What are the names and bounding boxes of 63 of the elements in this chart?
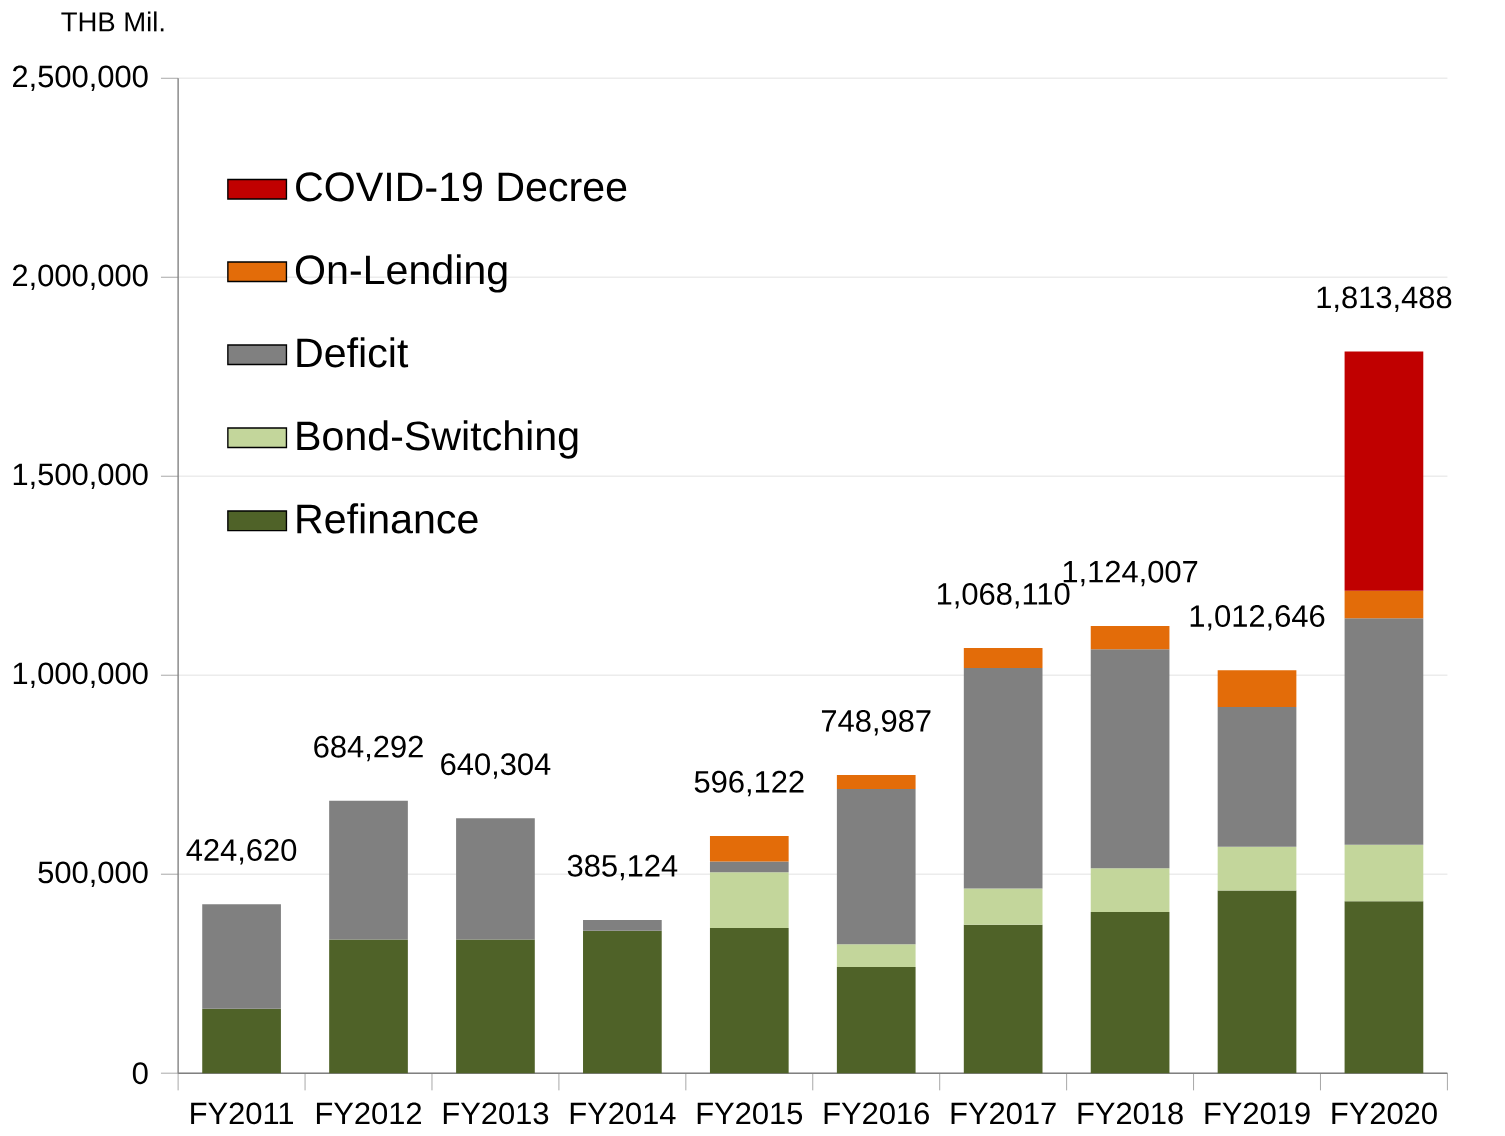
x-tick-label: FY2013 bbox=[443, 1102, 549, 1125]
total-label: 684,292 bbox=[314, 735, 423, 762]
bar bbox=[1344, 901, 1424, 1074]
bar bbox=[456, 818, 535, 940]
x-tick-label: FY2018 bbox=[1078, 1102, 1183, 1125]
y-axis-title: THB Mil. bbox=[61, 11, 164, 32]
bar bbox=[1090, 868, 1170, 913]
x-tick-label: FY2012 bbox=[316, 1102, 422, 1125]
bar bbox=[963, 668, 1043, 889]
legend-label: COVID-19 Decree bbox=[296, 172, 627, 202]
x-tick-label: FY2020 bbox=[1332, 1102, 1437, 1125]
bar bbox=[963, 648, 1043, 669]
total-label: 424,620 bbox=[186, 839, 297, 865]
y-tick-label: 2,500,000 bbox=[13, 65, 148, 92]
bar bbox=[583, 930, 662, 1074]
bar bbox=[709, 872, 789, 929]
bar bbox=[709, 928, 789, 1074]
y-tick-label: 1,500,000 bbox=[13, 463, 148, 490]
bar bbox=[709, 861, 789, 873]
legend-label: Bond-Switching bbox=[297, 420, 578, 459]
bar bbox=[1217, 670, 1297, 708]
bar bbox=[1090, 649, 1170, 869]
bar bbox=[1217, 890, 1297, 1074]
bar bbox=[583, 920, 662, 931]
y-tick-label: 500,000 bbox=[38, 861, 148, 888]
y-tick-label: 0 bbox=[132, 1062, 148, 1085]
x-tick-label: FY2017 bbox=[951, 1102, 1056, 1125]
y-tick-label: 1,000,000 bbox=[13, 662, 148, 689]
bar bbox=[202, 1008, 281, 1074]
bar bbox=[836, 775, 916, 790]
legend-label: Refinance bbox=[297, 503, 478, 534]
total-label: 1,813,488 bbox=[1317, 286, 1452, 312]
y-tick-label: 2,000,000 bbox=[13, 264, 148, 291]
bar bbox=[1090, 625, 1170, 650]
bar bbox=[1217, 846, 1297, 891]
legend-label: On-Lending bbox=[295, 254, 507, 293]
bar bbox=[709, 836, 789, 862]
bar bbox=[1344, 844, 1424, 902]
bar bbox=[963, 924, 1043, 1074]
bar bbox=[202, 904, 281, 1009]
x-tick-label: FY2011 bbox=[191, 1102, 294, 1125]
bar bbox=[329, 800, 408, 940]
bar bbox=[329, 939, 408, 1074]
bar bbox=[836, 967, 916, 1074]
x-tick-label: FY2014 bbox=[570, 1102, 676, 1125]
bar bbox=[836, 789, 916, 945]
bar bbox=[836, 944, 916, 968]
x-tick-label: FY2019 bbox=[1205, 1102, 1310, 1125]
total-label: 1,012,646 bbox=[1190, 605, 1325, 631]
x-tick-label: FY2016 bbox=[824, 1102, 929, 1125]
total-label: 640,304 bbox=[441, 753, 551, 779]
total-label: 596,122 bbox=[694, 770, 804, 797]
bar bbox=[1344, 590, 1424, 619]
x-tick-label: FY2015 bbox=[697, 1102, 803, 1125]
total-label: 385,124 bbox=[567, 854, 678, 881]
legend-label: Deficit bbox=[297, 337, 409, 368]
bar bbox=[1344, 351, 1424, 591]
bar bbox=[963, 888, 1043, 925]
bar bbox=[1344, 618, 1424, 845]
total-label: 748,987 bbox=[821, 710, 931, 736]
bar bbox=[456, 939, 535, 1074]
bar bbox=[1090, 912, 1170, 1074]
bar bbox=[1217, 707, 1297, 847]
